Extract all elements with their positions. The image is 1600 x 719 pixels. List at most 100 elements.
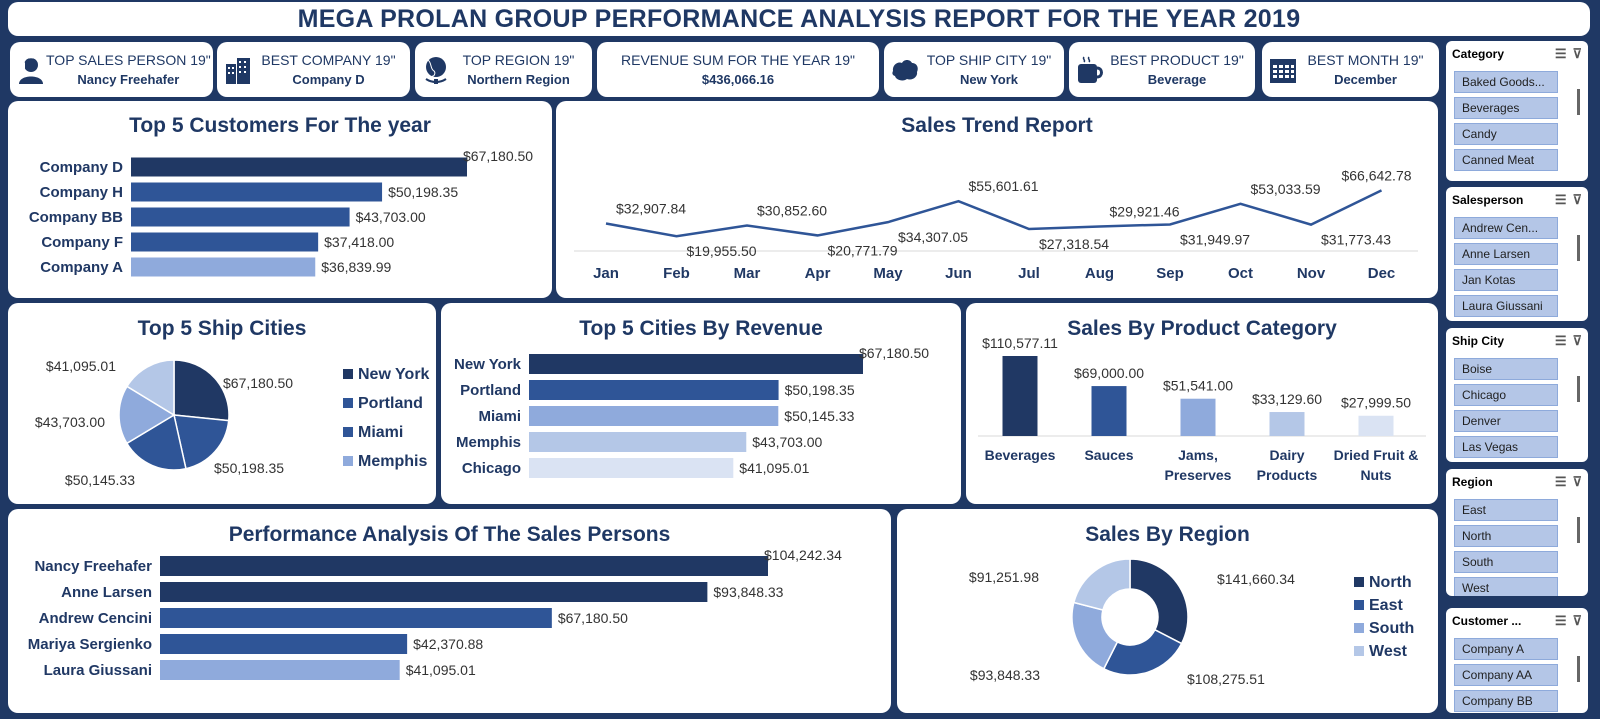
clear-filter-icon[interactable]: ⊽ bbox=[1572, 46, 1582, 61]
data-label: $50,198.35 bbox=[785, 382, 855, 398]
category-label: Sauces bbox=[1084, 447, 1133, 463]
panel-top-customers: Top 5 Customers For The year Company D $6… bbox=[8, 101, 552, 298]
slicer-item[interactable]: South bbox=[1454, 551, 1558, 573]
slicer-item[interactable]: Candy bbox=[1454, 123, 1558, 145]
clear-filter-icon[interactable]: ⊽ bbox=[1572, 333, 1582, 348]
bar bbox=[131, 257, 316, 277]
report-title-bar: MEGA PROLAN GROUP PERFORMANCE ANALYSIS R… bbox=[8, 2, 1590, 36]
multi-select-icon[interactable]: ☰ bbox=[1554, 333, 1567, 348]
slicer-title: Region bbox=[1452, 475, 1493, 489]
slicer-item[interactable]: Chicago bbox=[1454, 384, 1558, 406]
slicer-scrollbar[interactable] bbox=[1577, 235, 1580, 261]
slicer-scrollbar[interactable] bbox=[1577, 656, 1580, 682]
sales-persons-chart: Nancy Freehafer $104,242.34 Anne Larsen $93… bbox=[28, 547, 842, 680]
kpi-best-product: BEST PRODUCT 19" Beverage bbox=[1069, 42, 1255, 97]
top-customers-chart: Company D $67,180.50 Company H $50,198.35 Co… bbox=[29, 148, 533, 277]
slicer-scrollbar[interactable] bbox=[1577, 376, 1580, 402]
kpi-value: $436,066.16 bbox=[701, 71, 775, 87]
slicer-item[interactable]: Boise bbox=[1454, 358, 1558, 380]
slicer-item[interactable]: North bbox=[1454, 525, 1558, 547]
data-label: $30,852.60 bbox=[757, 203, 827, 219]
legend-swatch bbox=[343, 398, 353, 408]
data-label: $93,848.33 bbox=[713, 584, 783, 600]
category-label: Dairy bbox=[1269, 447, 1304, 463]
month-tick-label: Mar bbox=[734, 265, 761, 282]
multi-select-icon[interactable]: ☰ bbox=[1554, 474, 1567, 489]
slicer-scrollbar[interactable] bbox=[1577, 517, 1580, 543]
data-label: $32,907.84 bbox=[616, 201, 686, 217]
pie-slice bbox=[1072, 558, 1131, 611]
category-label: Nancy Freehafer bbox=[34, 558, 152, 575]
multi-select-icon[interactable]: ☰ bbox=[1554, 613, 1567, 628]
pie-slice bbox=[173, 359, 230, 422]
data-label: $67,180.50 bbox=[558, 610, 628, 626]
slicer-item[interactable]: Anne Larsen bbox=[1454, 243, 1558, 265]
slicer-item[interactable]: West bbox=[1454, 577, 1558, 596]
panel-title: Top 5 Ship Cities bbox=[137, 317, 307, 340]
slicer-item[interactable]: Baked Goods... bbox=[1454, 71, 1558, 93]
category-label: Products bbox=[1257, 467, 1318, 483]
bar bbox=[160, 582, 708, 602]
data-label: $108,275.51 bbox=[1187, 671, 1265, 687]
data-label: $69,000.00 bbox=[1074, 365, 1144, 381]
slicer-item[interactable]: Las Vegas bbox=[1454, 436, 1558, 458]
month-tick-label: Nov bbox=[1297, 265, 1326, 282]
category-label: Company BB bbox=[29, 209, 123, 226]
slicer-item[interactable]: Company AA bbox=[1454, 664, 1558, 686]
category-label: Preserves bbox=[1165, 467, 1232, 483]
pie-slice bbox=[1102, 628, 1183, 676]
calendar-icon bbox=[1268, 55, 1298, 85]
slicer-item[interactable]: Andrew Cen... bbox=[1454, 217, 1558, 239]
data-label: $110,577.11 bbox=[982, 335, 1058, 351]
multi-select-icon[interactable]: ☰ bbox=[1554, 192, 1567, 207]
category-label: Nuts bbox=[1360, 467, 1391, 483]
pie-slice bbox=[173, 414, 230, 470]
category-label: Company A bbox=[40, 259, 123, 276]
sales-region-doughnut-chart: $141,660.34 $108,275.51 $93,848.33 $91,251.… bbox=[969, 558, 1414, 687]
antarctica-map-icon bbox=[890, 55, 920, 85]
kpi-label: REVENUE SUM FOR THE YEAR 19" bbox=[621, 51, 855, 68]
clear-filter-icon[interactable]: ⊽ bbox=[1572, 474, 1582, 489]
data-label: $31,949.97 bbox=[1180, 231, 1250, 247]
panel-title: Top 5 Cities By Revenue bbox=[579, 317, 823, 340]
data-label: $67,180.50 bbox=[463, 148, 533, 164]
slicer-item[interactable]: Company BB bbox=[1454, 690, 1558, 712]
bar bbox=[529, 406, 779, 426]
slicer-title: Ship City bbox=[1452, 334, 1505, 348]
slicer-item[interactable]: East bbox=[1454, 499, 1558, 521]
multi-select-icon[interactable]: ☰ bbox=[1554, 46, 1567, 61]
bar bbox=[131, 182, 383, 202]
legend-swatch bbox=[1354, 623, 1364, 633]
slicer-item[interactable]: Company A bbox=[1454, 638, 1558, 660]
data-label: $42,370.88 bbox=[413, 636, 483, 652]
data-label: $29,921.46 bbox=[1110, 203, 1180, 219]
bar bbox=[529, 380, 779, 400]
legend-label: East bbox=[1369, 597, 1403, 614]
bar bbox=[160, 634, 408, 654]
category-label: Miami bbox=[478, 408, 521, 425]
data-label: $67,180.50 bbox=[223, 375, 293, 391]
slicer-scrollbar[interactable] bbox=[1577, 89, 1580, 115]
clear-filter-icon[interactable]: ⊽ bbox=[1572, 613, 1582, 628]
slicer-category: Category ☰ ⊽ Baked Goods... Beverages Cand… bbox=[1446, 41, 1588, 181]
month-tick-label: Feb bbox=[663, 265, 690, 282]
slicer-title: Salesperson bbox=[1452, 193, 1524, 207]
panel-title: Sales By Product Category bbox=[1067, 317, 1337, 340]
slicer-item[interactable]: Beverages bbox=[1454, 97, 1558, 119]
series-line bbox=[605, 189, 1383, 238]
slicer-item[interactable]: Denver bbox=[1454, 410, 1558, 432]
slicer-item[interactable]: Canned Meat bbox=[1454, 149, 1558, 171]
category-label: Chicago bbox=[462, 460, 521, 477]
bar bbox=[1180, 398, 1216, 436]
legend-swatch bbox=[1354, 600, 1364, 610]
slicer-item[interactable]: Jan Kotas bbox=[1454, 269, 1558, 291]
pie-slice bbox=[118, 385, 176, 445]
clear-filter-icon[interactable]: ⊽ bbox=[1572, 192, 1582, 207]
data-label: $91,251.98 bbox=[969, 569, 1039, 585]
slicer-region: Region ☰ ⊽ East North South West bbox=[1446, 469, 1588, 596]
legend-swatch bbox=[343, 369, 353, 379]
slicer-item[interactable]: Laura Giussani bbox=[1454, 295, 1558, 317]
kpi-top-ship-city: TOP SHIP CITY 19" New York bbox=[884, 42, 1064, 97]
panel-sales-persons: Performance Analysis Of The Sales Person… bbox=[8, 509, 891, 713]
panel-title: Sales Trend Report bbox=[901, 114, 1093, 137]
